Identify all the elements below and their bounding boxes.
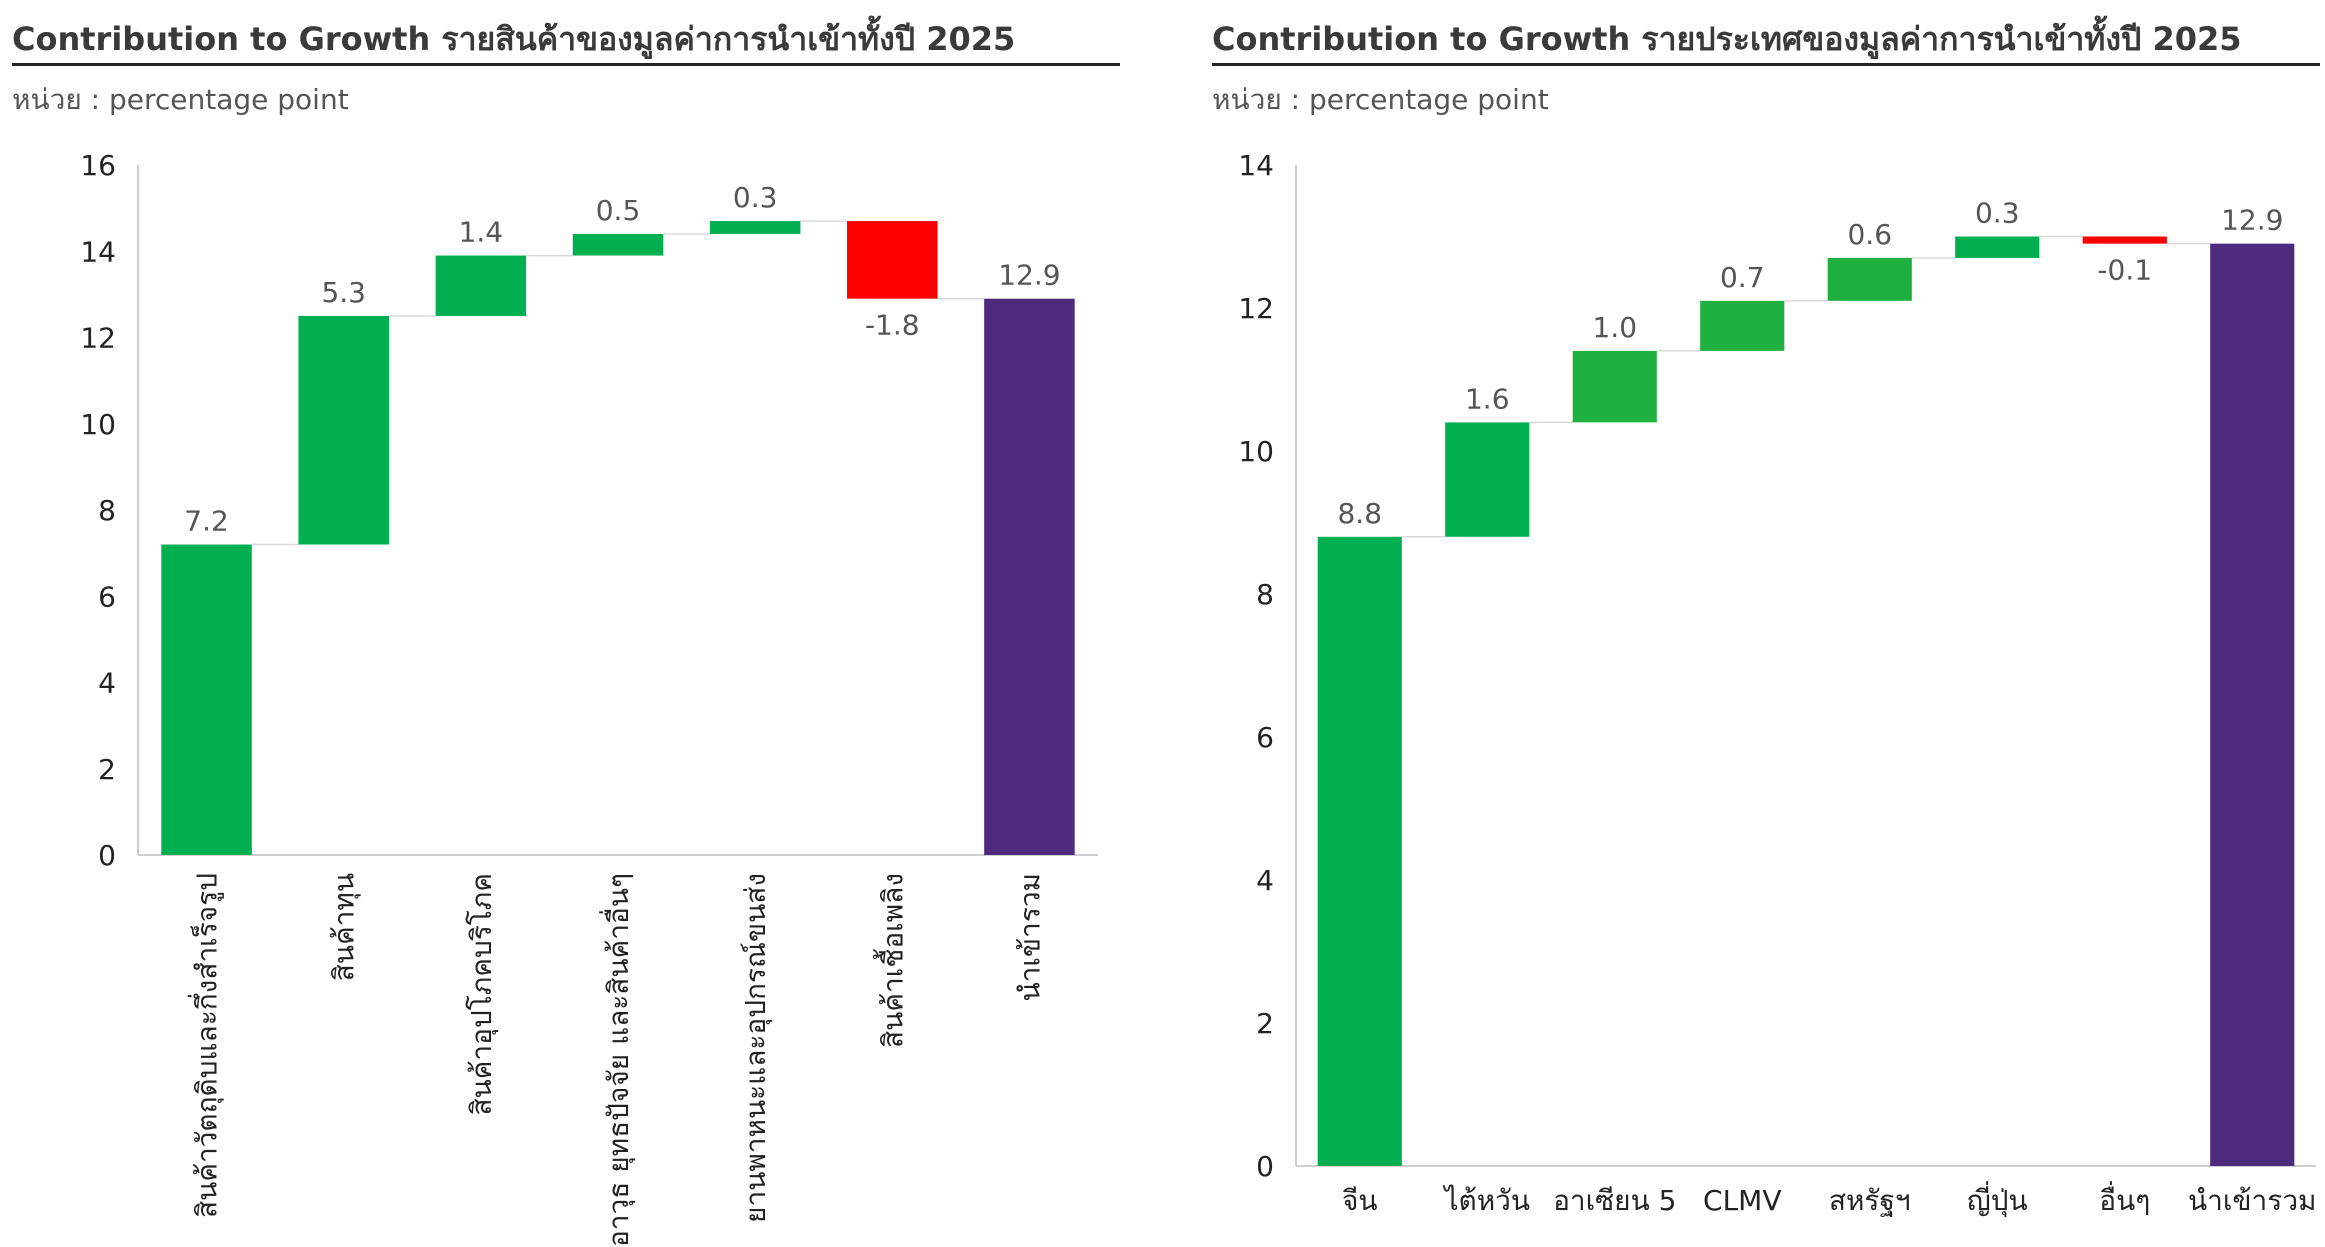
left-category-label: สินค้าวัตถุดิบและกึ่งสำเร็จรูป (188, 873, 225, 1218)
left-bar-1 (298, 315, 389, 545)
right-bar-5 (1955, 236, 2040, 258)
left-category-label: สินค้าเชื้อเพลิง (872, 873, 909, 1048)
right-category-label: ไต้หวัน (1442, 1184, 1530, 1217)
right-data-label: 0.7 (1720, 261, 1765, 294)
right-y-tick-label: 0 (1256, 1150, 1274, 1183)
left-chart-panel: Contribution to Growth รายสินค้าของมูลค่… (0, 0, 1120, 1247)
left-data-label: 1.4 (459, 216, 504, 249)
right-data-label: 0.3 (1975, 197, 2020, 230)
left-category-label: นำเข้ารวม (1013, 873, 1046, 1002)
right-category-label: ญี่ปุ่น (1967, 1181, 2028, 1218)
left-data-label: 7.2 (184, 505, 229, 538)
left-chart-title: Contribution to Growth รายสินค้าของมูลค่… (12, 20, 1016, 58)
left-category-label: ยานพาหนะและอุปกรณ์ขนส่ง (739, 873, 773, 1223)
left-data-label: 0.5 (596, 194, 641, 227)
right-bar-0 (1317, 536, 1402, 1166)
right-y-tick-label: 6 (1256, 721, 1274, 754)
left-data-label: 12.9 (998, 259, 1060, 292)
right-y-tick-label: 12 (1238, 292, 1274, 325)
left-y-tick-label: 10 (80, 408, 116, 441)
right-data-label: 8.8 (1337, 497, 1382, 530)
right-data-label: 1.0 (1592, 311, 1637, 344)
left-y-tick-label: 6 (98, 580, 116, 613)
left-category-label: สินค้าทุน (328, 873, 362, 981)
left-y-tick-label: 4 (98, 667, 116, 700)
right-y-tick-label: 14 (1238, 149, 1274, 182)
left-bar-3 (572, 234, 664, 256)
right-category-label: สหรัฐฯ (1829, 1184, 1911, 1217)
right-data-label: 1.6 (1465, 382, 1510, 415)
right-waterfall-chart: 0 2 4 6 8 10 12 14 8.8 จีน 1.6 ไต้หวัน 1.0 อาเซียน 5 0… (1238, 149, 2317, 1218)
left-y-tick-label: 14 (80, 235, 116, 268)
left-category-label: อาวุธ ยุทธปัจจัย และสินค้าอื่นๆ (599, 873, 636, 1247)
left-waterfall-chart: 0 2 4 6 8 10 12 14 16 7.2 สินค้าวัตถุดิบและกึ่งสำเ… (80, 149, 1098, 1247)
right-bar-7 (2210, 243, 2295, 1166)
right-unit-label: หน่วย : percentage point (1212, 83, 1549, 116)
left-title-divider (12, 63, 1120, 66)
right-category-label: นำเข้ารวม (2188, 1184, 2317, 1217)
left-bar-5 (847, 221, 938, 299)
left-data-label: 5.3 (321, 276, 366, 309)
left-y-tick-label: 2 (98, 753, 116, 786)
right-bar-3 (1700, 300, 1785, 351)
right-chart-panel: Contribution to Growth รายประเทศของมูลค่… (1200, 0, 2325, 1247)
right-bar-1 (1445, 422, 1530, 537)
right-chart-title: Contribution to Growth รายประเทศของมูลค่… (1212, 20, 2242, 58)
right-y-tick-label: 10 (1238, 435, 1274, 468)
left-y-tick-label: 16 (80, 149, 116, 182)
left-y-tick-label: 0 (98, 839, 116, 872)
right-data-label: 0.6 (1847, 218, 1892, 251)
right-category-label: จีน (1342, 1184, 1378, 1217)
left-y-tick-label: 8 (98, 494, 116, 527)
left-data-label: -1.8 (865, 309, 920, 342)
left-bar-2 (435, 255, 527, 316)
right-bar-2 (1572, 350, 1657, 423)
right-data-label: -0.1 (2097, 254, 2152, 287)
left-category-label: สินค้าอุปโภคบริโภค (465, 873, 499, 1116)
left-y-tick-label: 12 (80, 322, 116, 355)
right-data-label: 12.9 (2221, 204, 2283, 237)
right-category-label: อาเซียน 5 (1553, 1184, 1676, 1217)
left-bar-4 (709, 221, 801, 234)
right-bar-6 (2082, 236, 2167, 244)
left-data-label: 0.3 (733, 181, 778, 214)
left-unit-label: หน่วย : percentage point (12, 83, 349, 116)
right-y-tick-label: 8 (1256, 578, 1274, 611)
right-y-tick-label: 4 (1256, 864, 1274, 897)
right-category-label: CLMV (1703, 1184, 1781, 1217)
right-y-tick-label: 2 (1256, 1007, 1274, 1040)
left-bar-6 (984, 298, 1075, 855)
right-title-divider (1212, 63, 2320, 66)
right-category-label: อื่นๆ (2099, 1181, 2150, 1217)
right-bar-4 (1827, 257, 1912, 301)
left-bar-0 (161, 544, 252, 855)
